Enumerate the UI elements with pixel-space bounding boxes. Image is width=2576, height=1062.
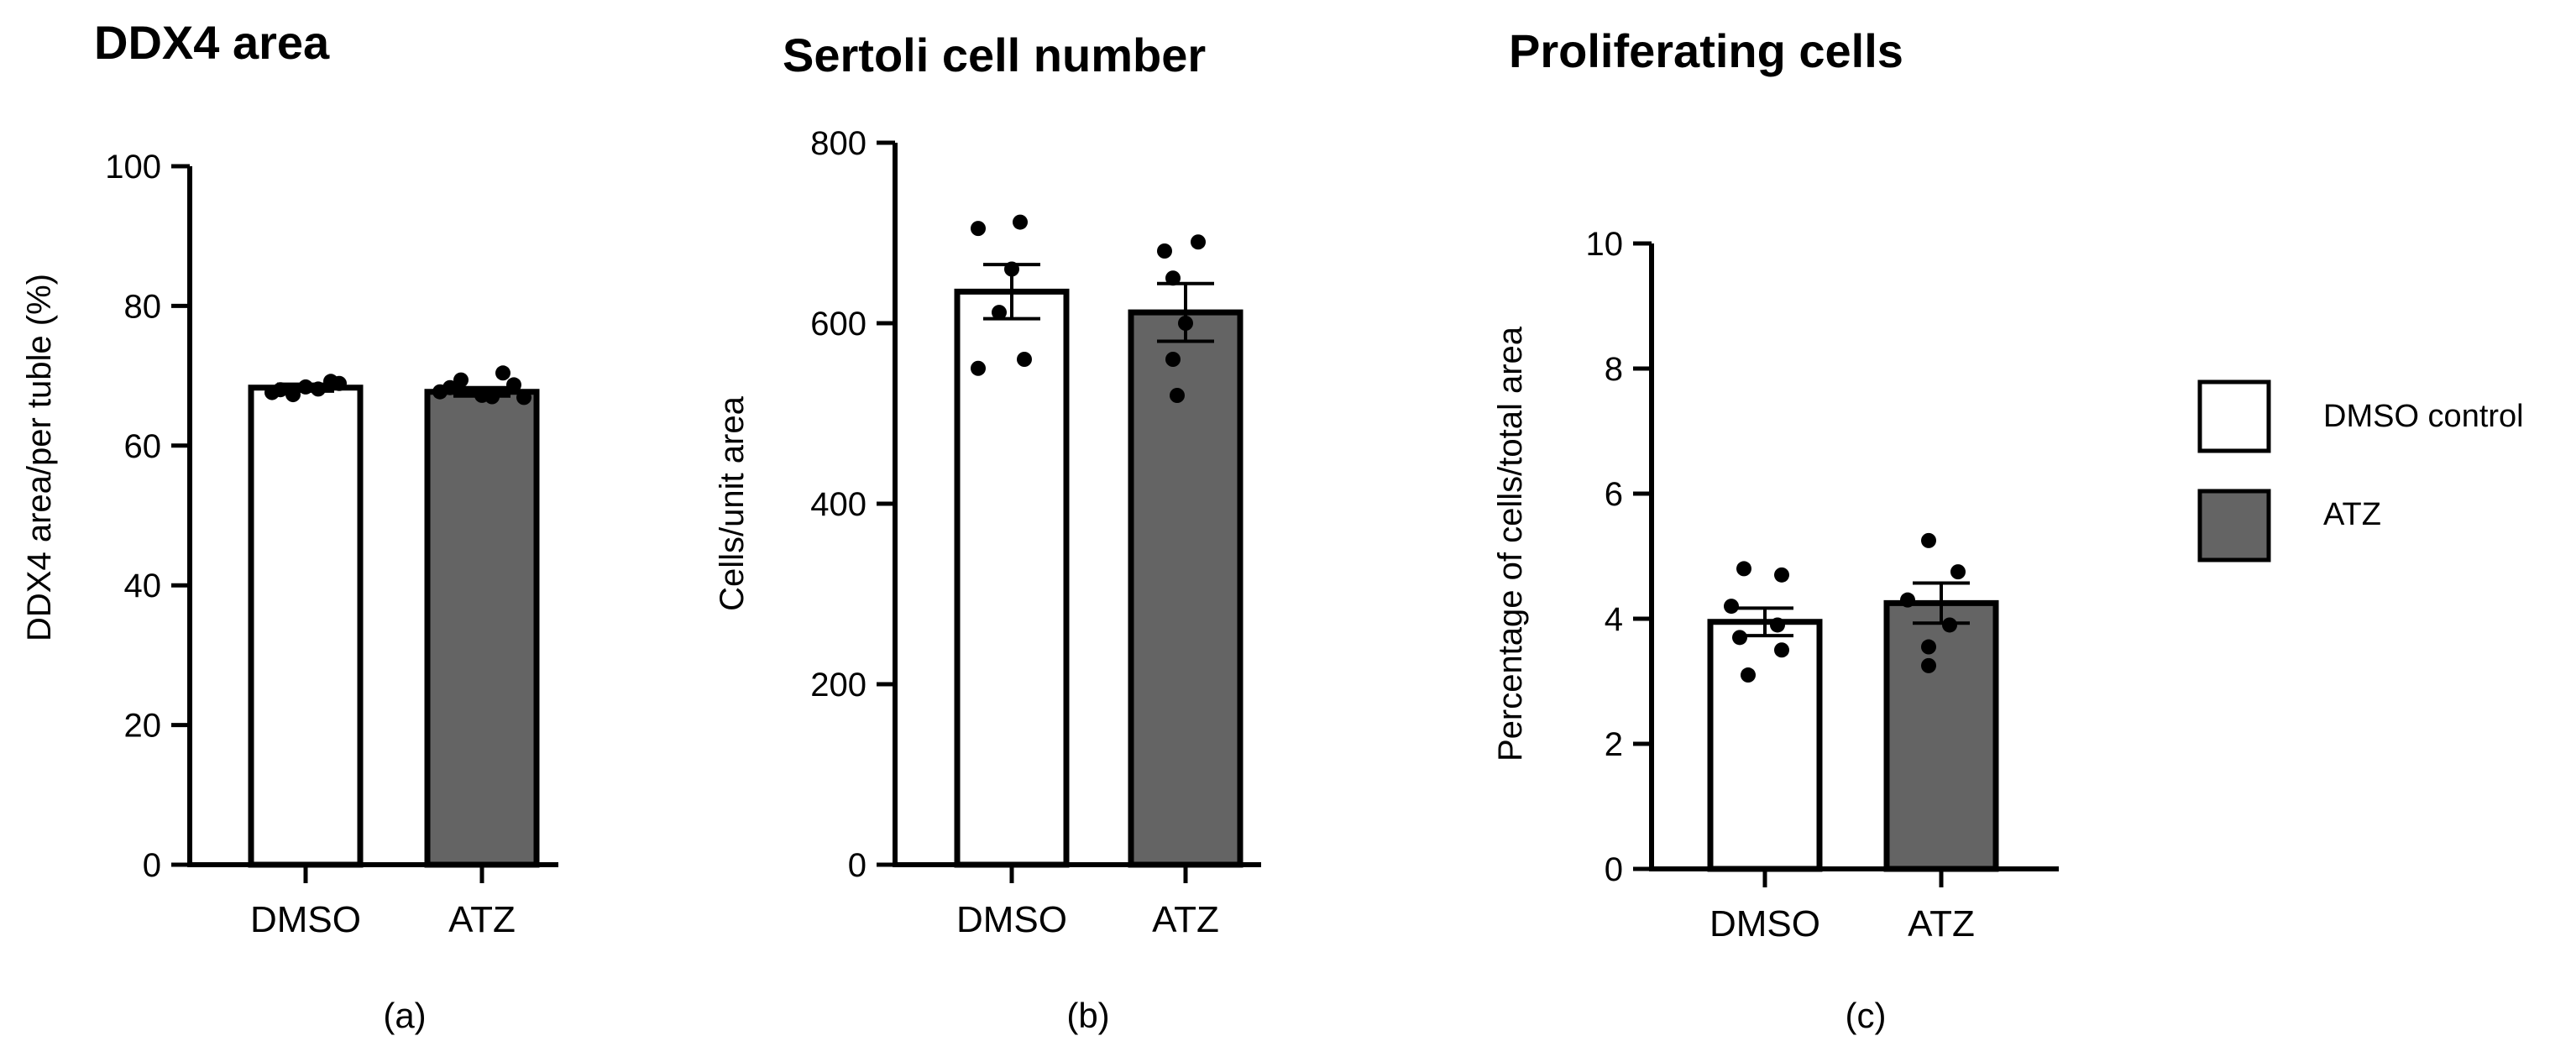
data-point-atz [1170,388,1185,403]
y-tick-label: 200 [810,667,867,704]
y-tick-label: 600 [810,306,867,343]
x-tick-label: ATZ [1152,899,1219,940]
panel-label: (a) [383,996,426,1035]
legend-swatch-dmso [2197,379,2271,453]
panel-label: (c) [1846,996,1887,1035]
panel-ddx4-area: DDX4 area DDX4 area/per tuble (%) (a) 0 2… [21,16,558,1035]
panel-label: (b) [1066,996,1109,1035]
chart-title: DDX4 area [94,16,330,69]
data-point-atz [1921,657,1936,673]
error-bar-atz [1157,281,1214,343]
data-point-atz [1900,592,1915,608]
data-point-dmso [1736,561,1751,577]
bar-atz [1128,309,1243,868]
bar-atz [1883,599,1999,872]
y-tick-label: 0 [848,847,867,884]
y-tick-label: 4 [1605,601,1623,638]
y-tick-label: 40 [124,568,162,604]
panel-proliferating-cells: Proliferating cells Percentage of cells/… [1492,24,2059,1035]
data-point-atz [1157,243,1172,259]
bar-dmso [248,385,364,868]
x-tick-label: ATZ [448,899,516,940]
data-point-atz [1178,316,1193,331]
chart-title: Proliferating cells [1509,24,1903,77]
legend-label-dmso: DMSO control [2323,399,2524,434]
data-point-dmso [1774,567,1789,583]
data-point-atz [1921,639,1936,655]
data-point-atz [506,377,521,393]
data-point-dmso [1017,352,1032,367]
data-point-atz [1165,270,1181,286]
data-point-atz [1921,532,1936,548]
data-point-atz [495,365,510,381]
y-tick-label: 400 [810,486,867,523]
data-point-atz [1950,564,1966,580]
legend: DMSO control ATZ [2197,379,2524,562]
y-tick-label: 0 [143,847,161,884]
data-point-dmso [971,360,986,376]
data-point-atz [484,389,500,405]
data-point-atz [516,390,531,405]
x-tick-label: ATZ [1908,903,1975,944]
data-point-dmso [992,305,1007,321]
bar-dmso [954,288,1070,868]
data-point-atz [1191,234,1206,250]
x-tick-label: DMSO [250,899,361,940]
data-point-dmso [264,385,280,400]
y-tick-label: 0 [1605,851,1623,888]
legend-swatch-atz [2197,489,2271,562]
data-point-dmso [285,387,301,403]
data-point-atz [1942,617,1957,633]
data-point-dmso [1013,214,1028,230]
x-tick-label: DMSO [956,899,1067,940]
data-point-dmso [1774,642,1789,658]
data-point-dmso [1732,630,1747,646]
bar-atz [424,389,540,868]
data-point-atz [442,379,458,395]
y-tick-label: 80 [124,288,162,325]
data-point-dmso [1770,617,1785,633]
y-tick-label: 10 [1586,226,1624,263]
panel-sertoli-cell-number: Sertoli cell number Cells/unit area (b) … [714,29,1261,1035]
bar-dmso [1707,619,1823,872]
y-axis-label: Percentage of cells/total area [1492,326,1529,761]
x-tick-label: DMSO [1709,903,1820,944]
data-point-dmso [971,221,986,237]
y-tick-label: 8 [1605,351,1623,388]
y-axis-label: Cells/unit area [714,395,751,610]
y-axis-label: DDX4 area/per tuble (%) [21,274,58,641]
data-point-dmso [311,381,326,397]
y-tick-label: 800 [810,125,867,162]
data-point-atz [1165,352,1181,367]
data-point-atz [453,372,469,388]
chart-title: Sertoli cell number [783,29,1206,81]
error-bar-atz [1913,581,1970,625]
data-point-dmso [1724,599,1739,615]
y-tick-label: 60 [124,428,162,465]
data-point-dmso [1004,261,1019,277]
data-point-dmso [1741,667,1756,683]
legend-label-atz: ATZ [2323,497,2381,532]
y-tick-label: 20 [124,708,162,745]
y-tick-label: 100 [105,149,161,186]
y-tick-label: 6 [1605,476,1623,513]
y-tick-label: 2 [1605,726,1623,763]
data-point-dmso [332,375,347,391]
data-point-dmso [298,379,313,395]
